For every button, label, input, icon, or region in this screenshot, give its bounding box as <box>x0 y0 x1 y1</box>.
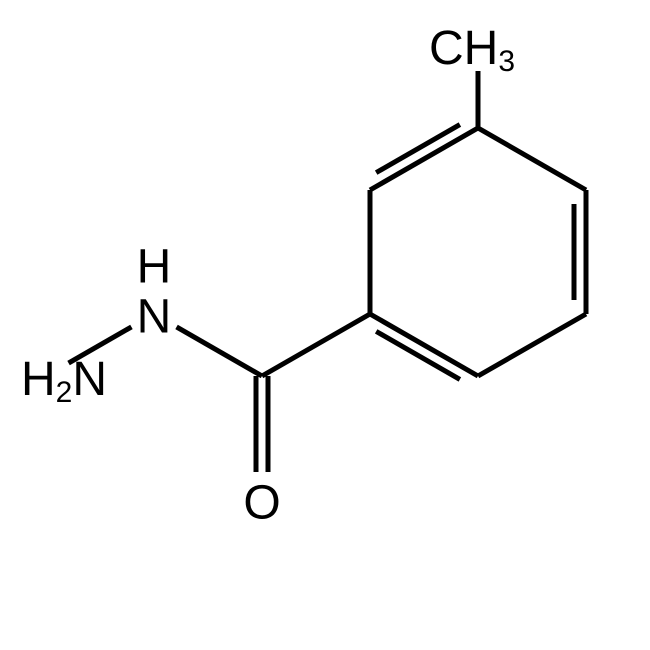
svg-text:H: H <box>137 241 172 294</box>
svg-text:O: O <box>243 477 280 530</box>
svg-text:N: N <box>137 291 172 344</box>
svg-text:CH3: CH3 <box>429 22 515 78</box>
svg-text:H2N: H2N <box>21 353 107 409</box>
